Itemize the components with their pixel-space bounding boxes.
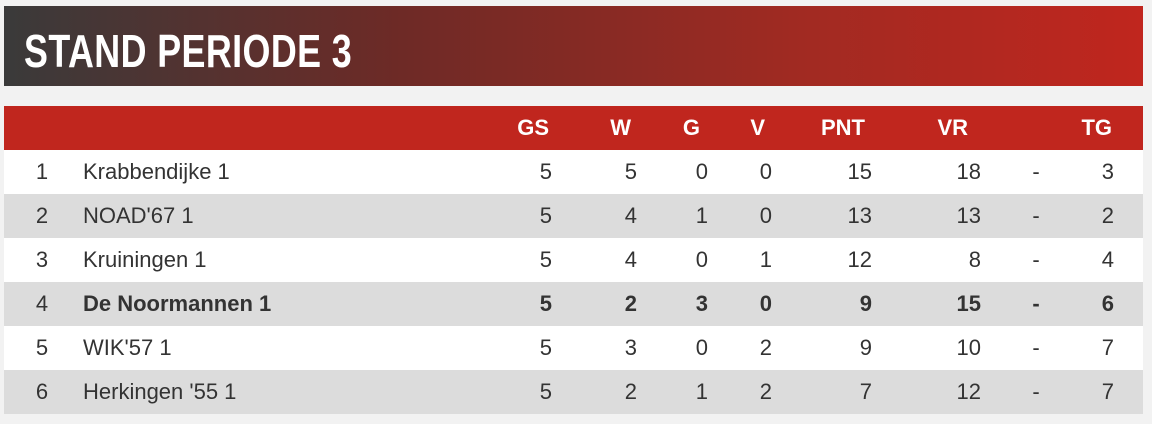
table-cell: 3	[695, 291, 708, 316]
table-cell: 5	[35, 335, 49, 360]
table-cell: 13	[847, 203, 872, 228]
table-cell: -	[1032, 379, 1040, 404]
table-cell: 5	[539, 335, 552, 360]
table-row: 3 Kruiningen 1 5 4 0 1 12 8 - 4	[4, 238, 1143, 282]
table-cell: 6	[1101, 291, 1114, 316]
column-header: VR	[937, 115, 968, 140]
table-cell: 9	[859, 335, 872, 360]
table-cell: 7	[1101, 379, 1114, 404]
table-cell: 7	[1101, 335, 1114, 360]
table-cell: 13	[956, 203, 981, 228]
table-row: 1 Krabbendijke 1 5 5 0 0 15 18 - 3	[4, 150, 1143, 194]
table-cell: 0	[695, 247, 708, 272]
table-cell: 4	[1101, 247, 1114, 272]
table-cell: -	[1032, 335, 1040, 360]
table-cell: 4	[624, 203, 637, 228]
table-cell: 5	[539, 159, 552, 184]
table-cell: 0	[695, 335, 708, 360]
table-cell: 7	[859, 379, 872, 404]
table-header: GS W G V PNT VR TG	[4, 106, 1143, 150]
table-cell: 2	[759, 379, 772, 404]
column-header: V	[750, 115, 765, 140]
table-cell: 18	[956, 159, 981, 184]
table-cell: 0	[695, 159, 708, 184]
team-name: Kruiningen 1	[83, 247, 207, 272]
team-name: Krabbendijke 1	[83, 159, 230, 184]
table-cell: 5	[539, 247, 552, 272]
table-row: 6 Herkingen '55 1 5 2 1 2 7 12-7	[4, 370, 1143, 414]
table-cell: -	[1032, 203, 1040, 228]
table-cell: 5	[624, 159, 637, 184]
table-cell: 2	[759, 335, 772, 360]
table-cell: 4	[624, 247, 637, 272]
table-cell: 5	[539, 379, 552, 404]
table-cell: 15	[956, 291, 981, 316]
column-header: GS	[517, 115, 549, 140]
table-cell: 0	[759, 291, 772, 316]
column-header: PNT	[821, 115, 865, 140]
team-name: De Noormannen 1	[83, 291, 272, 316]
table-cell: 1	[759, 247, 772, 272]
team-name: Herkingen '55 1	[83, 379, 237, 404]
table-cell: 10	[956, 335, 981, 360]
table-row: 4 De Noormannen 1 5 2 3 0 9 15 - 6	[4, 282, 1143, 326]
table-cell: 2	[624, 291, 637, 316]
table-cell: 3	[35, 247, 49, 272]
table-cell: 6	[35, 379, 49, 404]
table-cell: 2	[1101, 203, 1114, 228]
table-cell: 12	[847, 247, 872, 272]
table-cell: -	[1032, 247, 1040, 272]
table-cell: 5	[539, 291, 552, 316]
column-header: TG	[1081, 115, 1112, 140]
table-cell: 3	[1101, 159, 1114, 184]
table-cell: 1	[695, 379, 708, 404]
team-name: NOAD'67 1	[83, 203, 194, 228]
table-cell: 1	[695, 203, 708, 228]
table-row: 5 WIK'57 1 5 3 0 2 9 10 - 7	[4, 326, 1143, 370]
table-cell: 8	[968, 247, 981, 272]
table-cell: -	[1032, 159, 1040, 184]
table-cell: 0	[759, 203, 772, 228]
table-cell: 2	[35, 203, 49, 228]
column-header: W	[610, 115, 631, 140]
team-name: WIK'57 1	[83, 335, 172, 360]
table-cell: 3	[624, 335, 637, 360]
title-banner: STAND PERIODE 3	[4, 6, 1143, 86]
title: STAND PERIODE 3	[24, 25, 353, 77]
table-row: 2 NOAD'67 1 5 4 1 0 13 13 - 2	[4, 194, 1143, 238]
table-cell: 4	[35, 291, 49, 316]
table-cell: 12	[956, 379, 981, 404]
column-header: G	[682, 115, 700, 140]
table-cell: -	[1032, 291, 1040, 316]
table-cell: 5	[539, 203, 552, 228]
table-cell: 0	[759, 159, 772, 184]
table-cell: 2	[624, 379, 637, 404]
table-cell: 1	[35, 159, 49, 184]
table-cell: 15	[847, 159, 872, 184]
table-cell: 9	[859, 291, 872, 316]
